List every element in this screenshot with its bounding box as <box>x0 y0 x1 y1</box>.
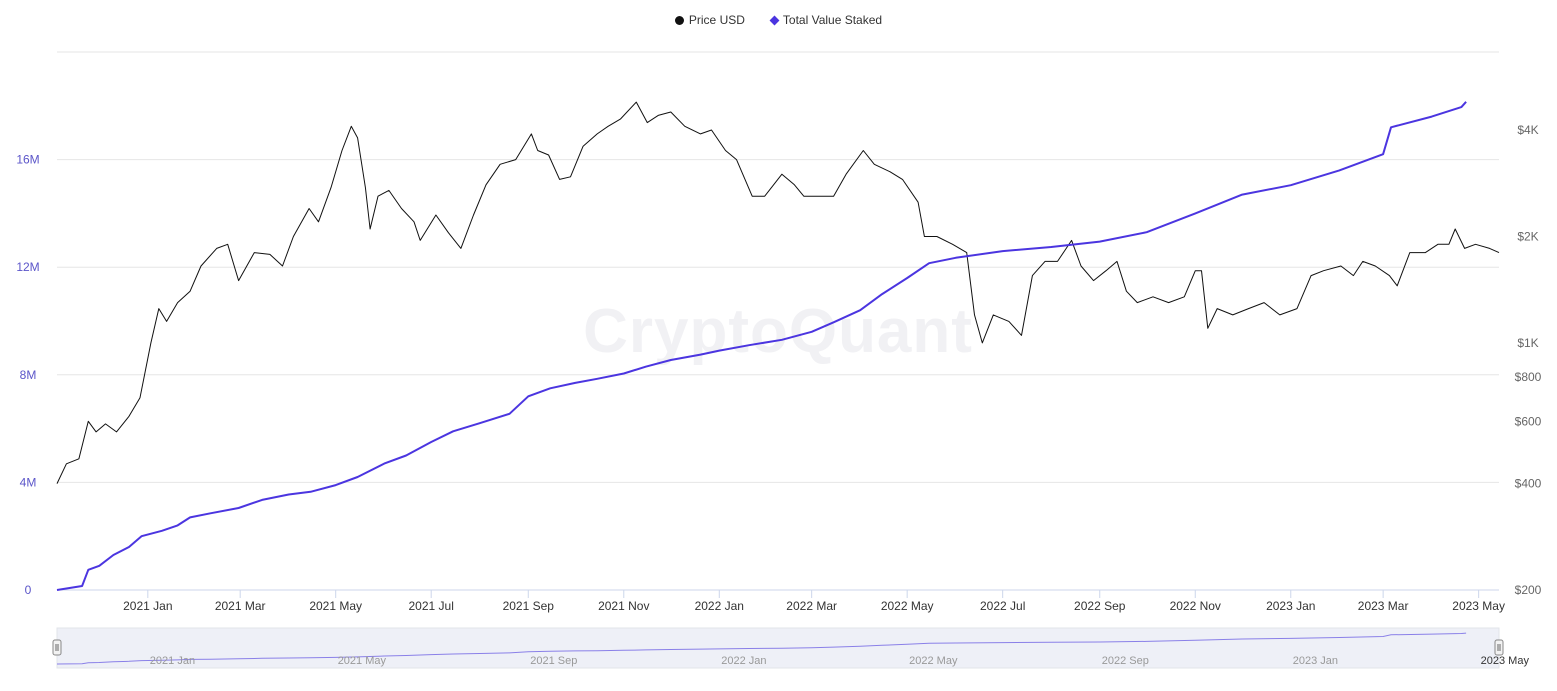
navigator-handle-left[interactable] <box>52 639 62 656</box>
grid-lines <box>57 51 1499 483</box>
x-tick-label: 2021 Nov <box>598 599 649 613</box>
left-tick-label: 12M <box>16 260 39 274</box>
series-group <box>56 101 1500 591</box>
x-tick-label: 2023 Mar <box>1358 599 1409 613</box>
x-tick-label: 2023 Jan <box>1266 599 1315 613</box>
x-tick-label: 2021 Mar <box>215 599 266 613</box>
right-tick-label: $4K <box>1517 123 1538 137</box>
left-tick-label: 8M <box>20 368 37 382</box>
total-value-staked-line <box>56 101 1467 591</box>
legend-item-price[interactable]: Price USD <box>674 13 745 27</box>
legend-label-staked: Total Value Staked <box>782 13 883 27</box>
x-tick-label: 2021 May <box>309 599 362 613</box>
x-tick-label: 2021 Jul <box>409 599 454 613</box>
right-tick-label: $200 <box>1515 583 1542 597</box>
left-tick-label: 4M <box>20 475 37 489</box>
chart-legend: Price USD Total Value Staked <box>0 13 1557 27</box>
navigator-tick-label: 2021 Sep <box>530 655 577 667</box>
watermark: CryptoQuant <box>583 297 973 366</box>
right-tick-label: $600 <box>1515 414 1542 428</box>
right-axis: $200 $400 $600 $800 $1K $2K $4K <box>1515 123 1542 597</box>
legend-item-staked[interactable]: Total Value Staked <box>769 13 883 27</box>
navigator-series-line <box>56 632 1467 665</box>
x-tick-label: 2021 Jan <box>123 599 172 613</box>
x-tick-label: 2022 May <box>881 599 934 613</box>
x-tick-label: 2021 Sep <box>503 599 555 613</box>
navigator-tick-label: 2023 May <box>1481 655 1530 667</box>
left-axis: 0 4M 8M 12M 16M <box>16 153 39 597</box>
left-tick-label: 0 <box>25 583 32 597</box>
navigator-tick-label: 2022 Sep <box>1102 655 1149 667</box>
left-tick-label: 16M <box>16 153 39 167</box>
x-tick-label: 2023 May <box>1452 599 1505 613</box>
navigator[interactable]: 2021 Jan 2021 May 2021 Sep 2022 Jan 2022 May… <box>52 627 1530 669</box>
navigator-tick-label: 2022 Jan <box>721 655 766 667</box>
x-tick-label: 2022 Mar <box>786 599 837 613</box>
navigator-tick-label: 2021 Jan <box>150 655 195 667</box>
x-tick-label: 2022 Sep <box>1074 599 1126 613</box>
navigator-tick-label: 2021 May <box>338 655 387 667</box>
navigator-tick-label: 2022 May <box>909 655 958 667</box>
price-legend-marker <box>674 15 684 25</box>
right-tick-label: $800 <box>1515 370 1542 384</box>
legend-label-price: Price USD <box>688 13 745 27</box>
x-axis: 2021 Jan 2021 Mar 2021 May 2021 Jul 2021 Sep… <box>57 589 1505 613</box>
right-tick-label: $400 <box>1515 477 1542 491</box>
right-tick-label: $2K <box>1517 229 1538 243</box>
navigator-tick-label: 2023 Jan <box>1293 655 1338 667</box>
x-tick-label: 2022 Nov <box>1170 599 1221 613</box>
price-usd-line <box>56 101 1500 484</box>
x-tick-label: 2022 Jul <box>980 599 1025 613</box>
x-tick-label: 2022 Jan <box>695 599 744 613</box>
navigator-handle-right[interactable] <box>1494 639 1504 656</box>
right-tick-label: $1K <box>1517 336 1538 350</box>
